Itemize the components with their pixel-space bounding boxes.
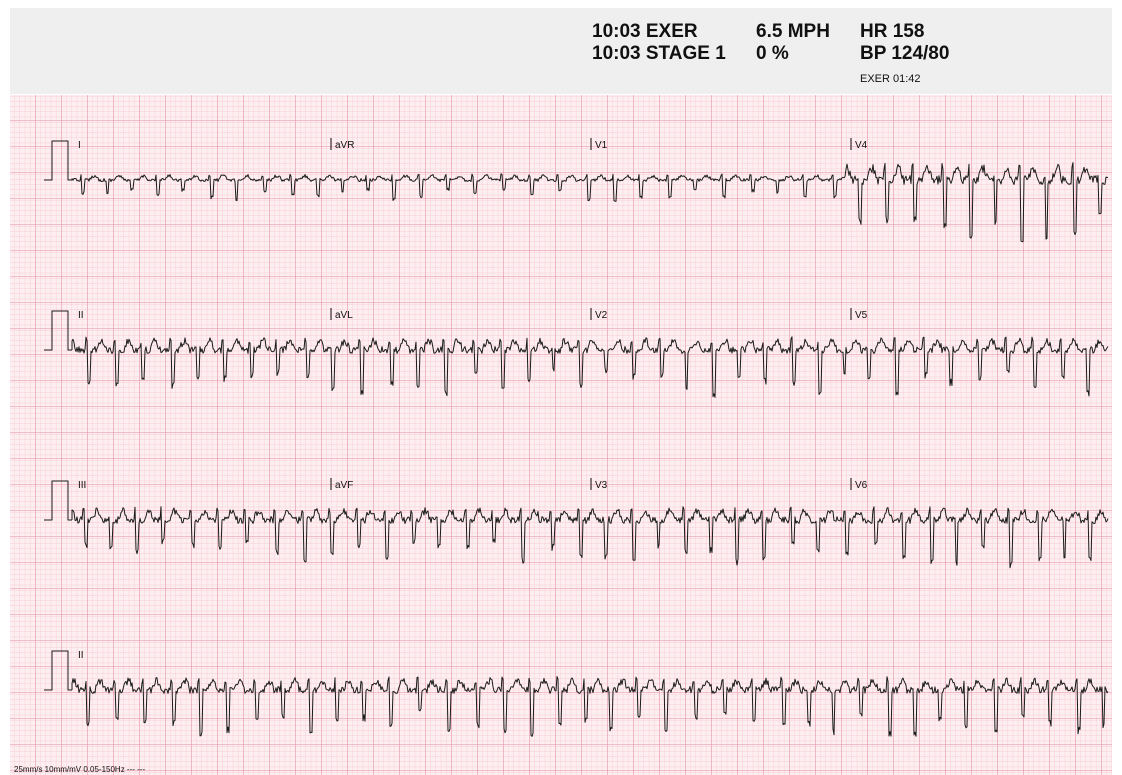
header-grade: 0 % <box>756 43 789 64</box>
header-speed: 6.5 MPH <box>756 21 830 42</box>
lead-label: V6 <box>855 480 868 491</box>
header-exer-time: EXER 01:42 <box>860 73 921 85</box>
calibration-pulse <box>44 140 72 181</box>
lead-label: aVL <box>335 310 353 321</box>
ecg-trace <box>71 336 1109 398</box>
lead-label: aVF <box>335 480 353 491</box>
lead-label: III <box>78 480 86 491</box>
lead-label: V5 <box>855 310 868 321</box>
lead-label: V2 <box>595 310 608 321</box>
ecg-trace <box>71 676 1109 737</box>
lead-label: aVR <box>335 140 354 151</box>
header-time-exer: 10:03 EXER <box>592 21 698 42</box>
calibration-pulse <box>44 310 72 351</box>
lead-label: I <box>78 140 81 151</box>
header-hr: HR 158 <box>860 21 924 42</box>
lead-label: V1 <box>595 140 608 151</box>
grid <box>10 95 1112 775</box>
header-band <box>10 8 1112 94</box>
lead-label: II <box>78 310 84 321</box>
footer: 25mm/s 10mm/mV 0.05-150Hz --- --- <box>14 765 145 774</box>
lead-label: II <box>78 650 84 661</box>
ecg-trace <box>71 506 1109 569</box>
lead-label: V3 <box>595 480 608 491</box>
calibration-pulse <box>44 480 72 521</box>
header-time-stage: 10:03 STAGE 1 <box>592 43 726 64</box>
lead-label: V4 <box>855 140 868 151</box>
calibration-pulse <box>44 650 72 691</box>
header-bp: BP 124/80 <box>860 43 949 64</box>
ecg-trace <box>71 162 1109 243</box>
